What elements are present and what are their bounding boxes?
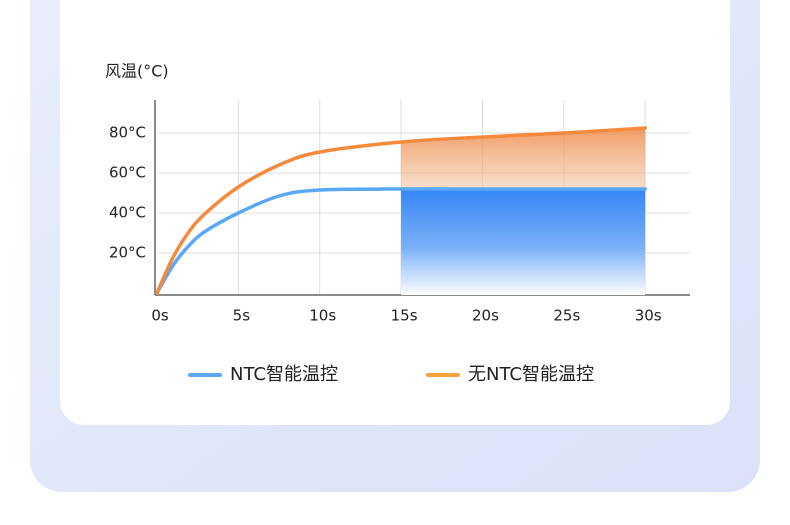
plot-area: 20°C 40°C 60°C 80°C 0s 5s 10s 15s 20s 25s 30s bbox=[109, 100, 690, 325]
series-line bbox=[155, 126, 647, 295]
x-tick-label: 10s bbox=[309, 307, 336, 325]
x-tick-label: 5s bbox=[233, 307, 251, 325]
y-tick-label: 80°C bbox=[109, 124, 146, 142]
series-line bbox=[155, 187, 647, 295]
highlight-band bbox=[401, 128, 646, 189]
legend-label: 无NTC智能温控 bbox=[468, 364, 594, 385]
y-tick-label: 20°C bbox=[109, 244, 146, 262]
y-tick-label: 40°C bbox=[109, 204, 146, 222]
x-tick-label: 30s bbox=[635, 307, 662, 325]
chart-card bbox=[60, 0, 730, 425]
x-tick-label: 0s bbox=[151, 307, 169, 325]
highlight-band bbox=[401, 189, 646, 295]
x-tick-label: 20s bbox=[472, 307, 499, 325]
x-tick-label: 25s bbox=[553, 307, 580, 325]
y-tick-label: 60°C bbox=[109, 164, 146, 182]
x-tick-label: 15s bbox=[391, 307, 418, 325]
legend-label: NTC智能温控 bbox=[230, 364, 338, 385]
y-axis-label: 风温(°C) bbox=[105, 62, 169, 81]
